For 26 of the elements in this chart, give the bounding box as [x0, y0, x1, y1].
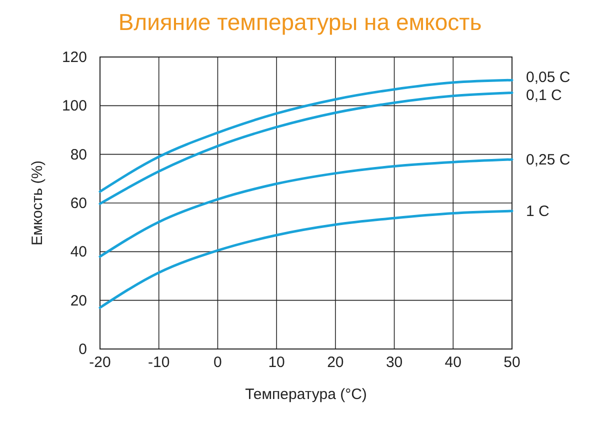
series-label: 0,25 C [526, 151, 570, 168]
x-axis-title: Температура (°C) [245, 386, 367, 403]
y-tick-label: 120 [62, 49, 87, 66]
series-label: 1 C [526, 203, 550, 220]
series-label: 0,05 C [526, 69, 570, 86]
series-label: 0,1 C [526, 87, 562, 104]
x-tick-label: 10 [268, 354, 285, 371]
x-tick-label: 30 [386, 354, 403, 371]
y-tick-label: 0 [78, 341, 87, 358]
y-tick-label: 40 [70, 244, 87, 261]
x-tick-label: -10 [148, 354, 170, 371]
y-tick-label: 80 [70, 146, 87, 164]
chart-title: Влияние температуры на емкость [118, 9, 482, 35]
line-series [98, 210, 514, 309]
x-tick-label: 0 [214, 354, 222, 371]
x-tick-label: -20 [89, 354, 111, 371]
y-axis-title: Емкость (%) [29, 160, 46, 246]
y-tick-label: 20 [70, 292, 87, 310]
line-series [98, 92, 514, 205]
x-tick-label: 50 [504, 354, 520, 371]
x-tick-label: 20 [327, 354, 344, 371]
x-tick-label: 40 [444, 354, 462, 371]
line-series [98, 158, 514, 258]
y-tick-label: 100 [62, 98, 87, 115]
y-tick-label: 60 [70, 195, 87, 212]
line-series [98, 78, 514, 193]
